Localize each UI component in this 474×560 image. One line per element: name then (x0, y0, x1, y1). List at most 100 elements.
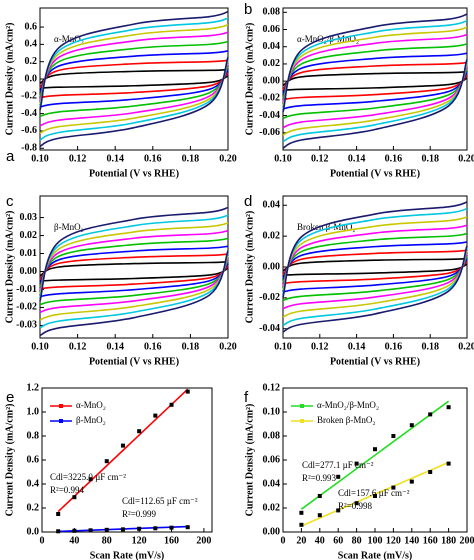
x-tick-label: 0.12 (69, 153, 87, 164)
y-axis-label: Current Density (mA/cm²) (4, 23, 15, 136)
y-tick-label: 0.6 (25, 21, 38, 32)
annotation: Broken β-MnO₂ (297, 222, 355, 232)
y-tick-label: 0.10 (263, 406, 281, 417)
y-tick-label: 0.06 (263, 24, 281, 35)
x-tick-label: 0.20 (458, 341, 474, 352)
x-tick-label: 140 (404, 535, 419, 546)
data-point (336, 508, 341, 513)
y-tick-label: -0.03 (16, 320, 37, 331)
fit-line (300, 400, 450, 510)
y-tick-label: 0.0 (27, 526, 40, 537)
legend-label: α-MnO₂/β-MnO₂ (317, 400, 379, 410)
data-point (88, 477, 93, 482)
y-axis-label: Current Density (mA/cm²) (244, 23, 255, 136)
cv-curve (282, 252, 468, 310)
x-axis-label: Potential (V vs RHE) (89, 168, 179, 179)
data-point (317, 494, 322, 498)
y-tick-label: 0.4 (25, 39, 38, 50)
y-tick-label: -0.02 (259, 292, 280, 303)
x-tick-label: 100 (368, 535, 383, 546)
cv-curve (282, 249, 468, 276)
data-point (446, 461, 451, 466)
data-point (137, 526, 142, 531)
y-tick-label: 0.02 (263, 58, 281, 69)
cv-curve (39, 72, 229, 99)
panel-letter: f (244, 389, 249, 406)
x-tick-label: 80 (352, 535, 362, 546)
y-tick-label: 0.12 (263, 382, 281, 393)
panel-letter: c (6, 193, 14, 210)
data-point (104, 459, 109, 464)
x-tick-label: 40 (69, 535, 79, 546)
data-point (104, 527, 109, 532)
x-axis-label: Potential (V vs RHE) (330, 168, 420, 179)
x-tick-label: 0.14 (106, 153, 124, 164)
cv-curve (39, 50, 229, 93)
x-tick-label: 40 (315, 535, 325, 546)
cv-curve (39, 69, 229, 108)
cv-curve (282, 74, 468, 101)
x-tick-label: 0.16 (144, 153, 162, 164)
cv-curve (39, 260, 229, 277)
data-point (409, 479, 414, 484)
x-tick-label: 0.18 (182, 153, 200, 164)
panel: 0.10 0.12 0.14 0.16 0.18 0.20 -0.8 -0.6 -0.4 -0.2… (4, 7, 237, 179)
y-tick-label: 0.6 (27, 454, 40, 465)
annotation: R²=0.999 (122, 509, 157, 519)
data-point (373, 447, 377, 452)
y-tick-label: -0.6 (21, 125, 37, 136)
cv-curve (282, 52, 468, 95)
cv-curve (39, 56, 229, 148)
x-tick-label: 0.20 (219, 341, 237, 352)
x-tick-label: 120 (132, 535, 147, 546)
y-tick-label: 1.2 (27, 382, 40, 393)
x-axis-label: Scan Rate (mV/s) (338, 550, 412, 560)
cv-curve (282, 232, 468, 283)
annotation: Cdl=277.1 µF cm⁻² (302, 460, 374, 470)
data-point (428, 412, 433, 417)
cv-curve (282, 13, 468, 113)
y-tick-label: 0.04 (263, 478, 281, 489)
y-tick-label: 0.04 (263, 41, 281, 52)
data-point (428, 470, 433, 474)
y-tick-label: 0.8 (27, 430, 40, 441)
data-point (169, 525, 174, 530)
cv-curve (282, 224, 468, 287)
y-tick-label: 0.00 (20, 266, 38, 277)
x-tick-label: 0.16 (385, 341, 403, 352)
x-tick-label: 0.12 (69, 341, 87, 352)
annotation: Cdl=3225.0 µF cm⁻² (50, 472, 126, 482)
x-axis-label: Potential (V vs RHE) (330, 356, 420, 367)
x-tick-label: 0.10 (274, 341, 292, 352)
x-tick-label: 0.18 (182, 341, 200, 352)
data-point (56, 512, 61, 516)
legend-label: β-MnO₂ (76, 415, 106, 425)
cv-curve (282, 258, 468, 293)
fit-line (57, 388, 189, 513)
x-tick-label: 0.14 (348, 341, 366, 352)
x-tick-label: 0.10 (31, 153, 49, 164)
x-tick-label: 160 (423, 535, 438, 546)
cv-curve (282, 59, 468, 149)
annotation: R²=0.998 (338, 501, 373, 511)
cv-curve (39, 262, 229, 298)
cv-curve (39, 253, 229, 281)
y-tick-label: 0.08 (263, 430, 281, 441)
x-tick-label: 0 (281, 535, 286, 546)
x-tick-label: 20 (296, 535, 306, 546)
x-tick-label: 0.20 (219, 153, 237, 164)
plot-frame (39, 195, 229, 339)
x-axis-label: Scan Rate (mV/s) (90, 550, 164, 560)
cv-curve (282, 61, 468, 91)
cv-curve (39, 59, 229, 89)
cv-curve (282, 250, 468, 318)
y-axis-label: Current Density (mA/cm²) (4, 211, 15, 324)
x-tick-label: 0.18 (421, 153, 439, 164)
y-tick-label: 0.01 (20, 248, 38, 259)
data-point (153, 413, 158, 418)
cv-curve (39, 260, 229, 306)
data-point (446, 405, 451, 410)
cv-curve (282, 77, 468, 92)
x-tick-label: 0.20 (458, 153, 474, 164)
cv-curve (39, 245, 229, 284)
